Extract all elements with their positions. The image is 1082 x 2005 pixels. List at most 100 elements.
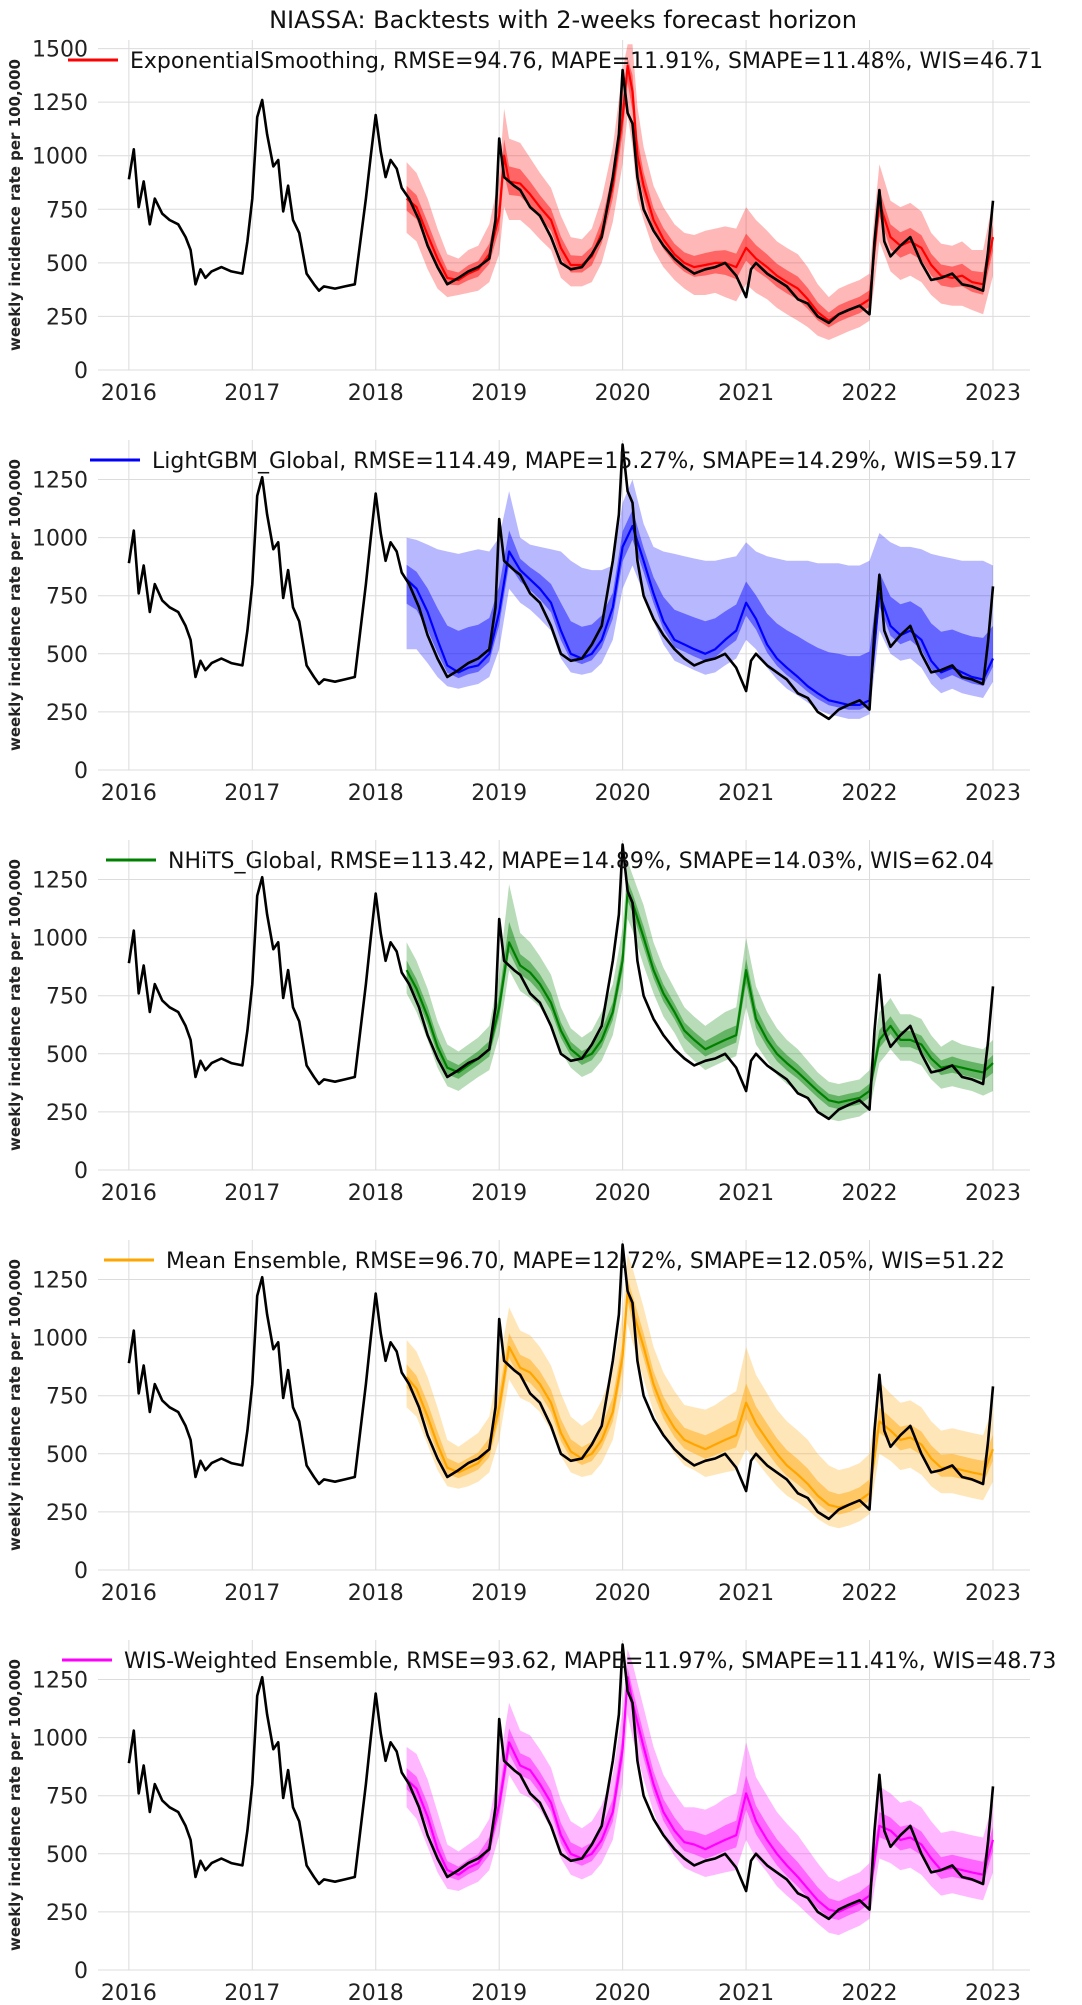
x-tick-label: 2017 xyxy=(224,1581,280,1606)
inner-interval-band xyxy=(406,58,994,328)
x-tick-label: 2021 xyxy=(718,1981,774,2005)
x-tick-label: 2017 xyxy=(224,781,280,806)
legend-label: Mean Ensemble, RMSE=96.70, MAPE=12.72%, … xyxy=(166,1249,1005,1274)
forecast-median-line xyxy=(405,524,994,706)
x-tick-label: 2021 xyxy=(718,1581,774,1606)
y-tick-label: 1000 xyxy=(32,1727,88,1752)
x-tick-label: 2018 xyxy=(348,1181,404,1206)
x-tick-label: 2018 xyxy=(348,1581,404,1606)
x-tick-label: 2020 xyxy=(595,781,651,806)
subplot-2: 0 250 500 750 1000 1250 2016 2017 2018 2019 2020 20… xyxy=(6,440,1030,806)
subplot-3: 0 250 500 750 1000 1250 2016 2017 2018 2019 2020 20… xyxy=(6,840,1030,1206)
y-tick-label: 500 xyxy=(46,252,88,277)
y-tick-label: 0 xyxy=(74,359,88,384)
y-tick-label: 1000 xyxy=(32,1327,88,1352)
x-tick-label: 2016 xyxy=(101,1981,157,2005)
y-tick-label: 750 xyxy=(46,985,88,1010)
y-tick-label: 250 xyxy=(46,1101,88,1126)
x-tick-label: 2023 xyxy=(965,1981,1021,2005)
legend: LightGBM_Global, RMSE=114.49, MAPE=15.27… xyxy=(90,449,1017,474)
subplot-4: 0 250 500 750 1000 1250 2016 2017 2018 2019 2020 20… xyxy=(6,1240,1030,1606)
y-axis-label: weekly incidence rate per 100,000 xyxy=(6,1259,24,1551)
x-tick-label: 2023 xyxy=(965,1181,1021,1206)
legend-label: LightGBM_Global, RMSE=114.49, MAPE=15.27… xyxy=(152,449,1017,474)
x-tick-label: 2023 xyxy=(965,1581,1021,1606)
x-tick-label: 2022 xyxy=(842,1981,898,2005)
y-tick-label: 1000 xyxy=(32,527,88,552)
actual-line xyxy=(127,443,995,721)
x-tick-label: 2017 xyxy=(224,381,280,406)
legend: WIS-Weighted Ensemble, RMSE=93.62, MAPE=… xyxy=(62,1649,1056,1674)
x-tick-label: 2020 xyxy=(595,1981,651,2005)
x-tick-label: 2020 xyxy=(595,381,651,406)
y-axis-label: weekly incidence rate per 100,000 xyxy=(6,859,24,1151)
y-tick-label: 500 xyxy=(46,1843,88,1868)
x-tick-label: 2022 xyxy=(842,781,898,806)
x-tick-label: 2019 xyxy=(471,1581,527,1606)
x-tick-label: 2022 xyxy=(842,381,898,406)
forecast-median-line xyxy=(405,1290,995,1509)
legend: NHiTS_Global, RMSE=113.42, MAPE=14.89%, … xyxy=(106,849,994,874)
x-tick-label: 2019 xyxy=(471,1181,527,1206)
legend-label: ExponentialSmoothing, RMSE=94.76, MAPE=1… xyxy=(130,49,1043,74)
x-tick-label: 2023 xyxy=(965,381,1021,406)
y-tick-label: 1250 xyxy=(32,91,88,116)
x-tick-label: 2018 xyxy=(348,781,404,806)
prediction-interval-band xyxy=(406,1649,994,1936)
inner-interval-band xyxy=(406,880,994,1110)
y-tick-label: 250 xyxy=(46,701,88,726)
forecast-median-line xyxy=(405,64,995,322)
subplots: 0 250 500 750 1000 1250 1500 2016 2017 2018 2019 20… xyxy=(6,38,1056,2005)
y-tick-label: 0 xyxy=(74,1159,88,1184)
x-tick-label: 2021 xyxy=(718,1181,774,1206)
prediction-interval-band xyxy=(406,1253,994,1529)
y-axis-label: weekly incidence rate per 100,000 xyxy=(6,1659,24,1951)
actual-line xyxy=(127,843,995,1121)
x-tick-label: 2021 xyxy=(718,781,774,806)
y-tick-label: 1000 xyxy=(32,145,88,170)
x-tick-label: 2016 xyxy=(101,781,157,806)
forecast-median-line xyxy=(405,890,994,1104)
y-tick-label: 0 xyxy=(74,1959,88,1984)
x-tick-label: 2017 xyxy=(224,1981,280,2005)
y-tick-label: 750 xyxy=(46,585,88,610)
x-tick-label: 2016 xyxy=(101,381,157,406)
x-tick-label: 2018 xyxy=(348,1981,404,2005)
legend-label: WIS-Weighted Ensemble, RMSE=93.62, MAPE=… xyxy=(124,1649,1056,1674)
x-tick-label: 2023 xyxy=(965,781,1021,806)
y-tick-label: 500 xyxy=(46,643,88,668)
subplot-5: 0 250 500 750 1000 1250 2016 2017 2018 2019 2020 20… xyxy=(6,1640,1056,2005)
y-tick-label: 750 xyxy=(46,1785,88,1810)
y-tick-label: 250 xyxy=(46,1501,88,1526)
y-axis-label: weekly incidence rate per 100,000 xyxy=(6,59,24,351)
y-tick-label: 250 xyxy=(46,305,88,330)
y-tick-label: 250 xyxy=(46,1901,88,1926)
y-tick-label: 1250 xyxy=(32,1269,88,1294)
y-tick-label: 750 xyxy=(46,1385,88,1410)
actual-line xyxy=(127,68,995,325)
y-axis-label: weekly incidence rate per 100,000 xyxy=(6,459,24,751)
x-tick-label: 2020 xyxy=(595,1181,651,1206)
y-tick-label: 750 xyxy=(46,198,88,223)
x-tick-label: 2019 xyxy=(471,1981,527,2005)
y-tick-label: 500 xyxy=(46,1443,88,1468)
x-tick-label: 2017 xyxy=(224,1181,280,1206)
figure-title: NIASSA: Backtests with 2-weeks forecast … xyxy=(269,6,857,34)
subplot-1: 0 250 500 750 1000 1250 1500 2016 2017 2018 2019 20… xyxy=(6,38,1043,406)
y-tick-label: 1000 xyxy=(32,927,88,952)
x-tick-label: 2020 xyxy=(595,1581,651,1606)
actual-line xyxy=(127,1643,995,1921)
prediction-interval-band xyxy=(406,860,994,1122)
y-tick-label: 1250 xyxy=(32,869,88,894)
x-tick-label: 2016 xyxy=(101,1581,157,1606)
prediction-interval-band xyxy=(406,44,994,341)
y-tick-label: 500 xyxy=(46,1043,88,1068)
x-tick-label: 2021 xyxy=(718,381,774,406)
inner-interval-band xyxy=(406,509,994,710)
legend: Mean Ensemble, RMSE=96.70, MAPE=12.72%, … xyxy=(104,1249,1005,1274)
x-tick-label: 2022 xyxy=(842,1181,898,1206)
legend-label: NHiTS_Global, RMSE=113.42, MAPE=14.89%, … xyxy=(168,849,994,874)
prediction-interval-band xyxy=(406,479,994,719)
y-tick-label: 1250 xyxy=(32,1669,88,1694)
